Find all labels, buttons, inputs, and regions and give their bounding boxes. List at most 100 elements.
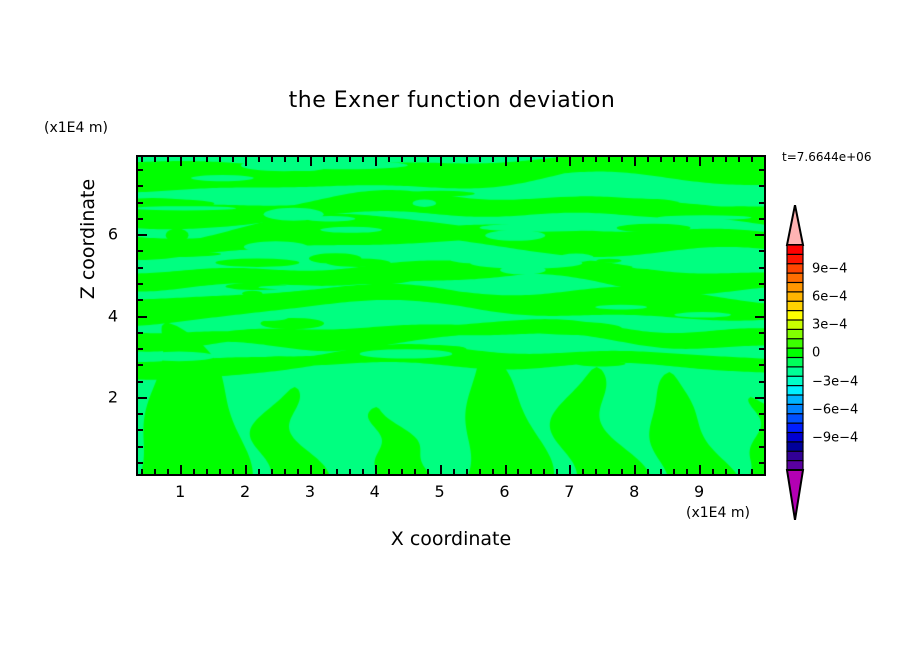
- timestamp-annotation: t=7.6644e+06: [782, 150, 872, 164]
- axis-tick: [660, 469, 663, 474]
- axis-tick: [755, 315, 764, 318]
- axis-tick: [686, 157, 689, 162]
- axis-tick: [413, 469, 416, 474]
- colorbar-tick-label: 9e−4: [812, 261, 848, 277]
- axis-tick: [245, 465, 248, 474]
- colorbar-band: [786, 263, 804, 275]
- colorbar-band: [786, 441, 804, 453]
- colorbar-band: [786, 450, 804, 462]
- axis-tick: [647, 157, 650, 162]
- axis-tick: [439, 157, 442, 166]
- colorbar-band: [786, 385, 804, 397]
- axis-tick: [755, 396, 764, 399]
- axis-tick: [759, 413, 764, 416]
- x-tick-label: 6: [499, 482, 510, 501]
- axis-tick: [634, 465, 637, 474]
- colorbar-band: [786, 300, 804, 312]
- axis-tick: [452, 469, 455, 474]
- axis-tick: [361, 469, 364, 474]
- axis-tick: [296, 469, 299, 474]
- axis-tick: [759, 282, 764, 285]
- axis-tick: [595, 469, 598, 474]
- axis-tick: [491, 469, 494, 474]
- axis-tick: [232, 157, 235, 162]
- plot-area[interactable]: [136, 155, 766, 476]
- axis-tick: [582, 157, 585, 162]
- axis-tick: [759, 348, 764, 350]
- colorbar-band: [786, 244, 804, 256]
- x-tick-label: 4: [369, 482, 380, 501]
- y-tick-label: 4: [107, 306, 118, 325]
- axis-tick: [439, 465, 442, 474]
- axis-tick: [154, 157, 157, 162]
- colorbar-band: [786, 366, 804, 378]
- axis-tick: [759, 364, 764, 367]
- axis-tick: [738, 157, 741, 162]
- axis-tick: [138, 201, 143, 204]
- axis-tick: [141, 157, 144, 162]
- x-tick-label: 5: [434, 482, 445, 501]
- colorbar-band: [786, 338, 804, 350]
- axis-tick: [138, 266, 143, 269]
- axis-tick: [465, 157, 468, 162]
- axis-tick: [374, 157, 377, 166]
- axis-tick: [738, 469, 741, 474]
- axis-tick: [387, 469, 390, 474]
- x-tick-label: 1: [175, 482, 186, 501]
- axis-tick: [270, 469, 273, 474]
- axis-tick: [504, 157, 507, 166]
- axis-tick: [413, 157, 416, 162]
- axis-tick: [764, 465, 766, 474]
- colorbar-band: [786, 328, 804, 340]
- axis-tick: [556, 157, 559, 162]
- axis-tick: [219, 157, 222, 162]
- colorbar-tick-label: −3e−4: [812, 374, 859, 390]
- axis-tick: [348, 469, 351, 474]
- axis-tick: [725, 157, 728, 162]
- axis-tick: [759, 461, 764, 464]
- x-tick-label: 2: [239, 482, 251, 501]
- axis-tick: [322, 157, 325, 162]
- axis-tick: [751, 157, 754, 162]
- colorbar-tick-label: −9e−4: [812, 430, 859, 446]
- y-tick-label: 2: [107, 387, 118, 407]
- axis-tick: [322, 469, 325, 474]
- axis-tick: [426, 157, 429, 162]
- x-tick-label: 7: [564, 482, 575, 501]
- axis-tick: [167, 157, 170, 162]
- axis-tick: [258, 469, 260, 474]
- axis-tick: [206, 469, 209, 474]
- axis-tick: [543, 469, 546, 474]
- axis-tick: [258, 157, 260, 162]
- axis-tick: [138, 429, 143, 432]
- axis-tick: [138, 380, 143, 383]
- axis-tick: [138, 169, 143, 172]
- axis-tick: [138, 364, 143, 367]
- colorbar-band: [786, 272, 804, 284]
- axis-tick: [245, 157, 248, 166]
- axis-tick: [348, 157, 351, 162]
- x-axis-title: X coordinate: [390, 528, 512, 550]
- axis-tick: [686, 469, 689, 474]
- axis-tick: [138, 185, 143, 188]
- axis-tick: [759, 250, 764, 253]
- axis-tick: [759, 169, 764, 172]
- x-tick-label: 8: [629, 482, 640, 501]
- colorbar-over-arrow: [785, 205, 805, 246]
- axis-tick: [621, 469, 624, 474]
- axis-tick: [426, 469, 429, 474]
- axis-tick: [556, 469, 559, 474]
- x-tick-label: 9: [694, 482, 705, 501]
- axis-tick: [154, 469, 157, 474]
- colorbar-graphic: [785, 205, 805, 520]
- axis-tick: [764, 157, 766, 166]
- colorbar-band: [786, 422, 804, 434]
- axis-tick: [673, 157, 676, 162]
- colorbar[interactable]: [778, 205, 812, 520]
- axis-tick: [595, 157, 598, 162]
- axis-tick: [759, 445, 764, 448]
- colorbar-band: [786, 403, 804, 415]
- axis-tick: [335, 157, 338, 162]
- x-axis-unit-label: (x1E4 m): [686, 505, 750, 521]
- y-tick-label: 6: [107, 224, 118, 244]
